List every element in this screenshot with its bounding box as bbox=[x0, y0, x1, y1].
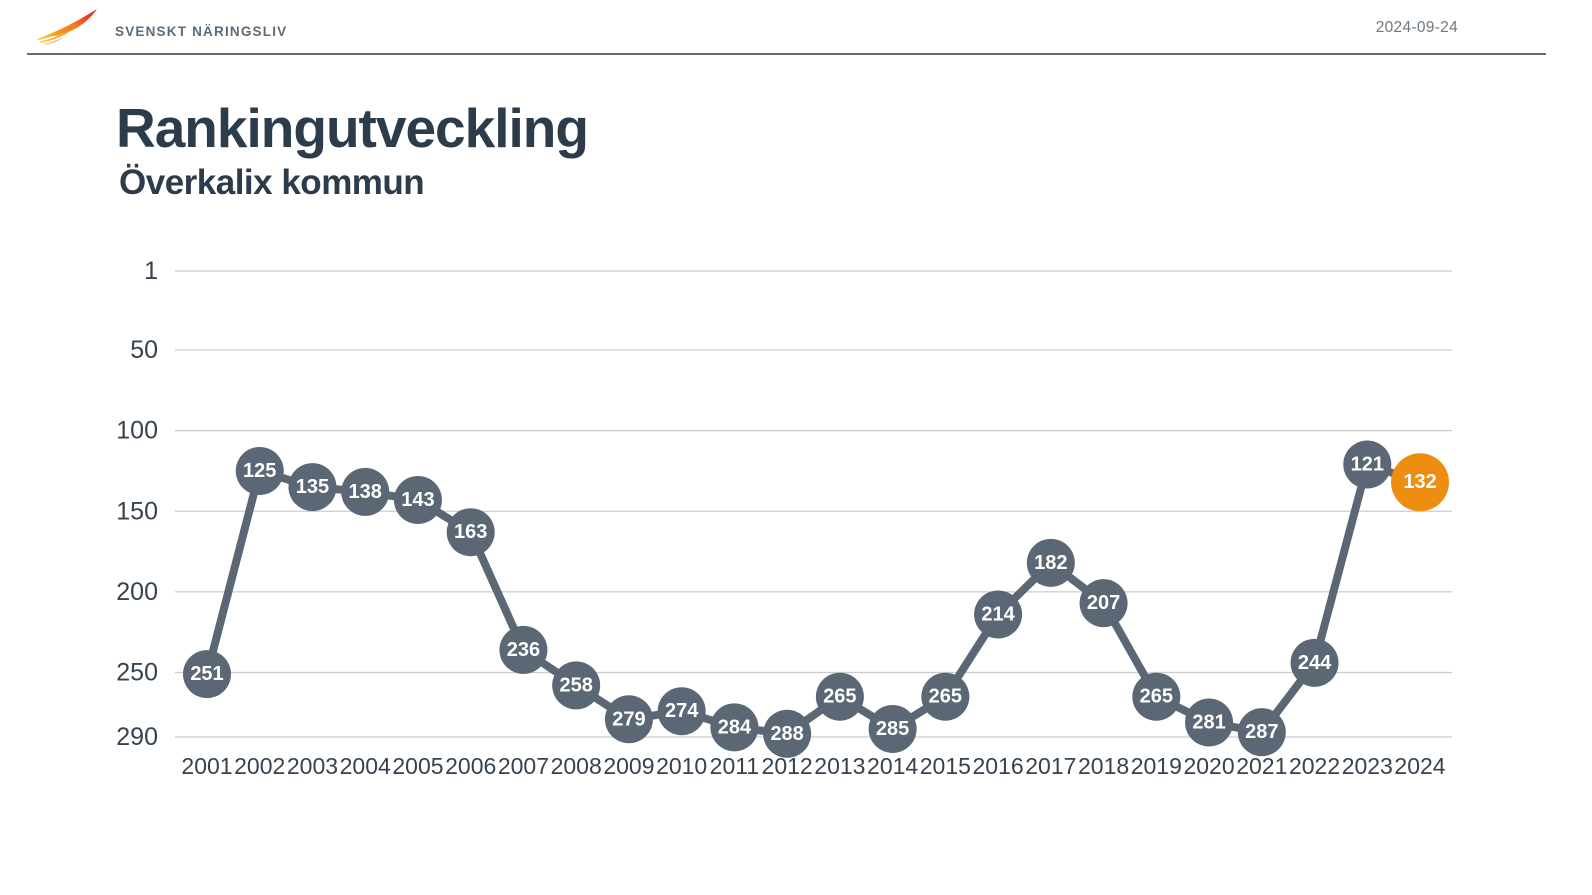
data-point bbox=[974, 590, 1023, 639]
series-line bbox=[203, 460, 1425, 738]
data-point-label: 121 bbox=[1351, 453, 1384, 475]
y-tick-label: 150 bbox=[116, 497, 158, 525]
data-point bbox=[657, 687, 706, 736]
y-tick-label: 290 bbox=[116, 723, 158, 751]
data-point bbox=[341, 467, 390, 516]
data-point-label: 236 bbox=[507, 639, 540, 661]
x-tick-label: 2001 bbox=[181, 753, 232, 779]
wing-icon bbox=[37, 9, 97, 45]
x-tick-label: 2022 bbox=[1289, 753, 1340, 779]
data-point bbox=[763, 709, 812, 758]
data-point-label: 265 bbox=[823, 686, 856, 708]
data-point bbox=[1079, 579, 1128, 628]
x-tick-label: 2002 bbox=[234, 753, 285, 779]
data-point-label: 274 bbox=[665, 700, 699, 722]
x-tick-label: 2021 bbox=[1236, 753, 1287, 779]
x-tick-label: 2014 bbox=[867, 753, 918, 779]
data-point-label: 132 bbox=[1403, 471, 1436, 493]
data-point-label: 265 bbox=[929, 686, 962, 708]
data-point-label: 244 bbox=[1298, 652, 1332, 674]
brand-logo: SVENSKT NÄRINGSLIV bbox=[35, 6, 287, 46]
x-tick-label: 2019 bbox=[1131, 753, 1182, 779]
x-tick-label: 2006 bbox=[445, 753, 496, 779]
y-tick-label: 250 bbox=[116, 659, 158, 687]
data-point bbox=[1185, 698, 1234, 747]
x-tick-label: 2011 bbox=[710, 753, 759, 779]
data-point bbox=[1343, 440, 1392, 489]
data-point-label: 125 bbox=[243, 460, 276, 482]
data-point bbox=[1290, 638, 1339, 687]
x-tick-label: 2005 bbox=[392, 753, 443, 779]
y-tick-label: 100 bbox=[116, 417, 158, 445]
data-point bbox=[288, 463, 337, 512]
page-title: Rankingutveckling bbox=[116, 97, 589, 159]
data-point bbox=[921, 672, 970, 721]
data-point-label: 163 bbox=[454, 521, 487, 543]
data-point bbox=[1237, 708, 1286, 757]
y-tick-label: 1 bbox=[144, 257, 158, 285]
ranking-chart-area: 1 50 100 150 200 250 290 2001 2002 2003 2004 2005 20… bbox=[0, 230, 1592, 830]
data-point-label: 287 bbox=[1245, 721, 1278, 743]
x-tick-label: 2023 bbox=[1342, 753, 1393, 779]
x-tick-label: 2003 bbox=[287, 753, 338, 779]
brand-name: SVENSKT NÄRINGSLIV bbox=[115, 24, 288, 39]
data-point bbox=[552, 661, 601, 710]
y-tick-label: 50 bbox=[130, 336, 158, 364]
data-point-label: 265 bbox=[1140, 686, 1173, 708]
y-tick-label: 200 bbox=[116, 578, 158, 606]
data-point bbox=[393, 475, 442, 524]
x-tick-label: 2007 bbox=[498, 753, 549, 779]
data-point-label: 143 bbox=[401, 489, 434, 511]
x-tick-label: 2018 bbox=[1078, 753, 1129, 779]
data-point-label: 207 bbox=[1087, 592, 1120, 614]
x-tick-label: 2015 bbox=[920, 753, 971, 779]
x-tick-label: 2017 bbox=[1025, 753, 1076, 779]
data-point-label: 138 bbox=[349, 481, 382, 503]
data-point bbox=[235, 446, 284, 495]
data-point bbox=[446, 508, 495, 557]
data-point-label: 251 bbox=[190, 663, 223, 685]
data-point-highlight bbox=[1391, 453, 1450, 512]
x-tick-label: 2010 bbox=[656, 753, 707, 779]
data-point bbox=[1026, 538, 1075, 587]
x-tick-label: 2008 bbox=[551, 753, 602, 779]
x-tick-label: 2024 bbox=[1394, 753, 1445, 779]
data-point-label: 182 bbox=[1034, 552, 1067, 574]
data-point bbox=[868, 704, 917, 753]
report-date: 2024-09-24 bbox=[1375, 19, 1458, 36]
data-point-label: 214 bbox=[981, 603, 1015, 625]
data-point bbox=[1132, 672, 1181, 721]
data-point bbox=[604, 695, 653, 744]
data-point-label: 135 bbox=[296, 476, 329, 498]
data-point-label: 279 bbox=[612, 708, 645, 730]
data-point bbox=[815, 672, 864, 721]
data-point bbox=[499, 625, 548, 674]
x-tick-label: 2016 bbox=[973, 753, 1024, 779]
x-tick-label: 2013 bbox=[814, 753, 865, 779]
data-point bbox=[710, 703, 759, 752]
data-point-label: 281 bbox=[1192, 711, 1225, 733]
data-point-label: 258 bbox=[559, 674, 592, 696]
data-point-label: 284 bbox=[718, 716, 752, 738]
header-divider bbox=[27, 53, 1546, 55]
data-point bbox=[183, 650, 231, 699]
x-tick-label: 2009 bbox=[603, 753, 654, 779]
page-subtitle: Överkalix kommun bbox=[119, 163, 425, 202]
x-tick-label: 2020 bbox=[1183, 753, 1234, 779]
data-point-label: 288 bbox=[770, 723, 803, 745]
data-point-label: 285 bbox=[876, 718, 909, 740]
x-tick-label: 2004 bbox=[340, 753, 391, 779]
